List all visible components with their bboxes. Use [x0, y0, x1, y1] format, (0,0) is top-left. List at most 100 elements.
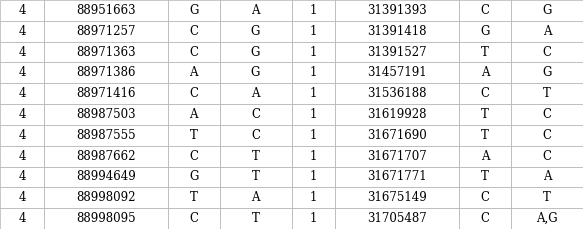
- Text: C: C: [480, 87, 490, 100]
- Text: 1: 1: [310, 108, 317, 121]
- Text: 31675149: 31675149: [367, 191, 427, 204]
- Bar: [511, 21, 583, 42]
- Bar: [459, 208, 511, 229]
- Bar: [292, 125, 335, 146]
- Bar: [292, 187, 335, 208]
- Text: T: T: [252, 150, 259, 163]
- Text: 4: 4: [18, 87, 26, 100]
- Bar: [459, 0, 511, 21]
- Bar: [511, 42, 583, 63]
- Bar: [459, 146, 511, 166]
- Text: 1: 1: [310, 46, 317, 59]
- Text: 1: 1: [310, 87, 317, 100]
- Text: 1: 1: [310, 129, 317, 142]
- Bar: [0, 146, 44, 166]
- Text: 31457191: 31457191: [367, 66, 427, 79]
- Bar: [168, 208, 220, 229]
- Bar: [292, 63, 335, 83]
- Text: 31536188: 31536188: [367, 87, 427, 100]
- Bar: [44, 83, 168, 104]
- Bar: [459, 21, 511, 42]
- Bar: [0, 0, 44, 21]
- Bar: [220, 104, 292, 125]
- Text: 31671771: 31671771: [367, 170, 427, 183]
- Bar: [168, 42, 220, 63]
- Bar: [459, 166, 511, 187]
- Text: A: A: [251, 87, 260, 100]
- Text: 1: 1: [310, 170, 317, 183]
- Text: 4: 4: [18, 170, 26, 183]
- Text: 4: 4: [18, 212, 26, 225]
- Text: 4: 4: [18, 4, 26, 17]
- Bar: [292, 83, 335, 104]
- Bar: [168, 187, 220, 208]
- Text: C: C: [189, 150, 198, 163]
- Text: A: A: [481, 66, 489, 79]
- Bar: [220, 42, 292, 63]
- Text: C: C: [189, 87, 198, 100]
- Text: C: C: [480, 191, 490, 204]
- Bar: [511, 0, 583, 21]
- Text: 4: 4: [18, 150, 26, 163]
- Text: C: C: [189, 212, 198, 225]
- Bar: [335, 63, 459, 83]
- Bar: [168, 21, 220, 42]
- Text: C: C: [543, 108, 552, 121]
- Text: 88994649: 88994649: [76, 170, 136, 183]
- Bar: [44, 21, 168, 42]
- Text: G: G: [251, 66, 260, 79]
- Text: A: A: [251, 191, 260, 204]
- Text: A,G: A,G: [536, 212, 558, 225]
- Text: 1: 1: [310, 66, 317, 79]
- Text: T: T: [189, 191, 198, 204]
- Text: 31391527: 31391527: [367, 46, 427, 59]
- Bar: [292, 0, 335, 21]
- Text: 88971386: 88971386: [76, 66, 136, 79]
- Bar: [44, 42, 168, 63]
- Bar: [44, 208, 168, 229]
- Bar: [168, 0, 220, 21]
- Text: 4: 4: [18, 129, 26, 142]
- Text: C: C: [543, 46, 552, 59]
- Bar: [0, 83, 44, 104]
- Text: 88998092: 88998092: [76, 191, 136, 204]
- Bar: [335, 104, 459, 125]
- Bar: [511, 125, 583, 146]
- Bar: [292, 21, 335, 42]
- Bar: [292, 146, 335, 166]
- Bar: [168, 125, 220, 146]
- Bar: [292, 42, 335, 63]
- Text: 88987555: 88987555: [76, 129, 136, 142]
- Text: G: G: [251, 25, 260, 38]
- Text: 1: 1: [310, 25, 317, 38]
- Text: 88998095: 88998095: [76, 212, 136, 225]
- Bar: [459, 104, 511, 125]
- Text: T: T: [481, 46, 489, 59]
- Bar: [168, 63, 220, 83]
- Text: 1: 1: [310, 4, 317, 17]
- Text: 88987662: 88987662: [76, 150, 136, 163]
- Bar: [0, 63, 44, 83]
- Text: T: T: [543, 191, 551, 204]
- Bar: [511, 187, 583, 208]
- Text: C: C: [251, 108, 260, 121]
- Text: 31671690: 31671690: [367, 129, 427, 142]
- Text: 4: 4: [18, 108, 26, 121]
- Text: T: T: [252, 212, 259, 225]
- Text: G: G: [189, 4, 198, 17]
- Bar: [459, 42, 511, 63]
- Text: 1: 1: [310, 212, 317, 225]
- Bar: [220, 21, 292, 42]
- Bar: [0, 166, 44, 187]
- Text: C: C: [480, 212, 490, 225]
- Bar: [511, 208, 583, 229]
- Text: A: A: [189, 108, 198, 121]
- Bar: [335, 187, 459, 208]
- Text: T: T: [481, 170, 489, 183]
- Bar: [511, 104, 583, 125]
- Text: T: T: [252, 170, 259, 183]
- Bar: [0, 42, 44, 63]
- Text: 31619928: 31619928: [367, 108, 427, 121]
- Bar: [335, 125, 459, 146]
- Text: T: T: [189, 129, 198, 142]
